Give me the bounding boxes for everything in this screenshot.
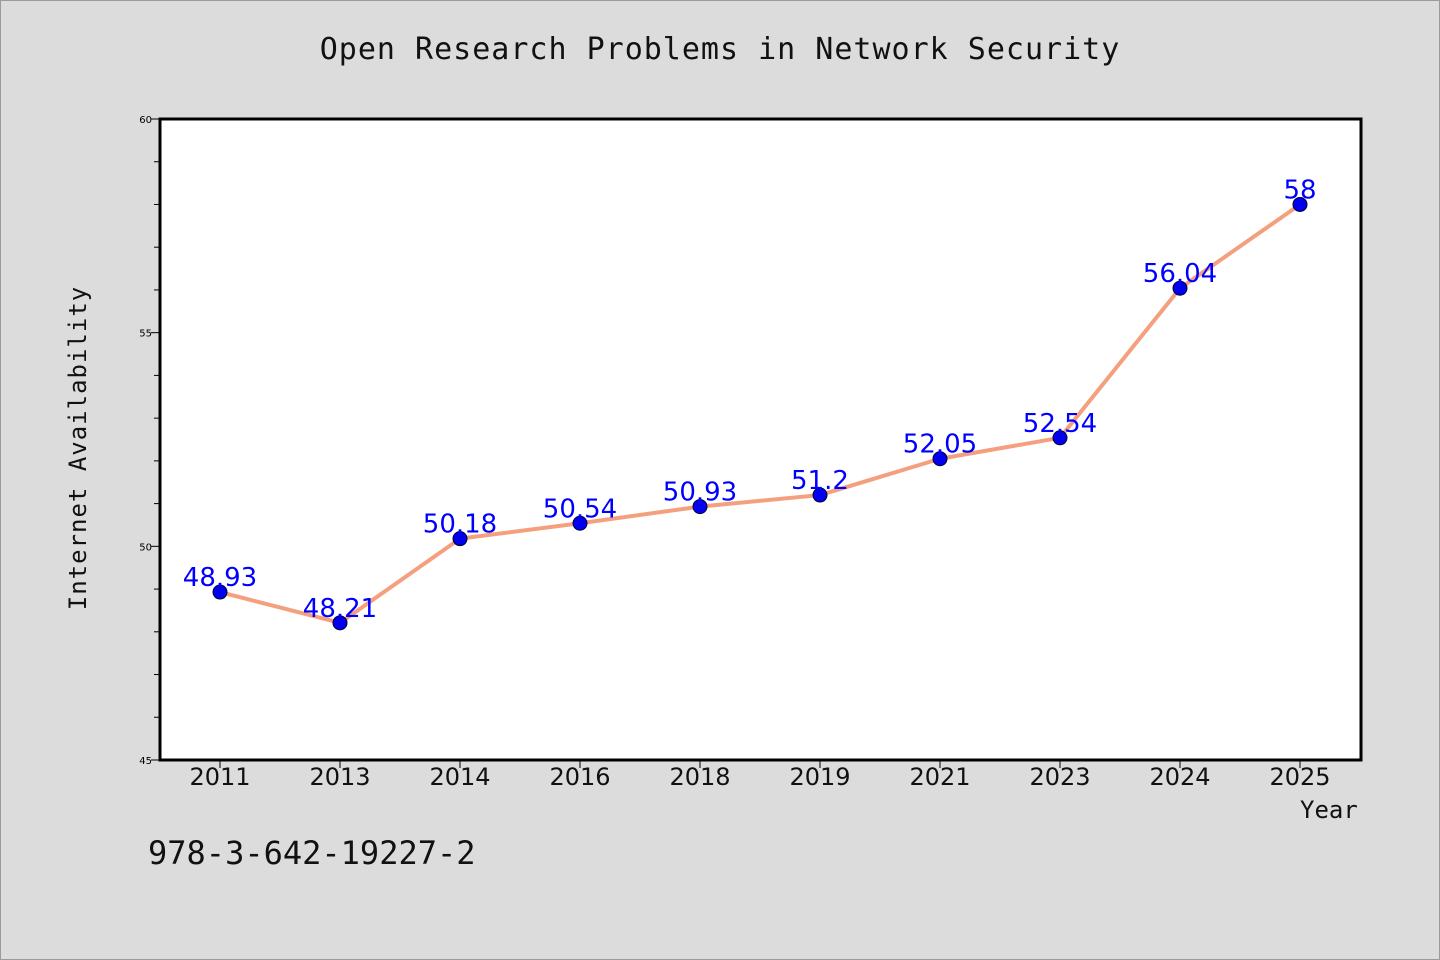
x-axis-label: Year [1300, 796, 1358, 824]
x-tick-label: 2025 [1269, 763, 1330, 791]
x-tick-label: 2021 [909, 763, 970, 791]
data-label: 50.18 [423, 510, 497, 540]
data-label: 48.93 [183, 563, 257, 593]
data-label: 50.93 [663, 478, 737, 508]
x-tick-label: 2018 [669, 763, 730, 791]
chart-title: Open Research Problems in Network Securi… [319, 32, 1121, 67]
isbn-text: 978-3-642-19227-2 [148, 834, 476, 872]
data-point [1172, 280, 1188, 296]
data-point [1292, 196, 1308, 212]
data-label: 48.21 [303, 594, 377, 624]
y-tick-label: 60 [139, 115, 152, 126]
data-label: 52.05 [903, 430, 977, 460]
series-line [219, 202, 1302, 625]
data-label: 56.04 [1143, 259, 1217, 289]
data-label: 58 [1283, 175, 1316, 205]
data-point [812, 487, 828, 503]
data-point [572, 515, 588, 531]
data-point [212, 584, 228, 600]
x-tick-label: 2014 [429, 763, 490, 791]
data-label: 50.54 [543, 494, 617, 524]
x-tick-label: 2011 [189, 763, 250, 791]
y-tick-label: 50 [139, 542, 152, 553]
data-point [452, 531, 468, 547]
data-label: 51.2 [791, 466, 849, 496]
y-tick-label: 55 [139, 329, 152, 340]
data-label: 52.54 [1023, 409, 1097, 439]
x-tick-label: 2019 [789, 763, 850, 791]
x-tick-label: 2013 [309, 763, 370, 791]
x-tick-label: 2016 [549, 763, 610, 791]
data-point [1052, 430, 1068, 446]
x-tick-label: 2024 [1149, 763, 1210, 791]
data-point [692, 499, 708, 515]
data-point [332, 615, 348, 631]
y-tick-label: 45 [139, 756, 152, 767]
x-tick-label: 2023 [1029, 763, 1090, 791]
plot-area [158, 117, 1363, 762]
data-point [932, 451, 948, 467]
